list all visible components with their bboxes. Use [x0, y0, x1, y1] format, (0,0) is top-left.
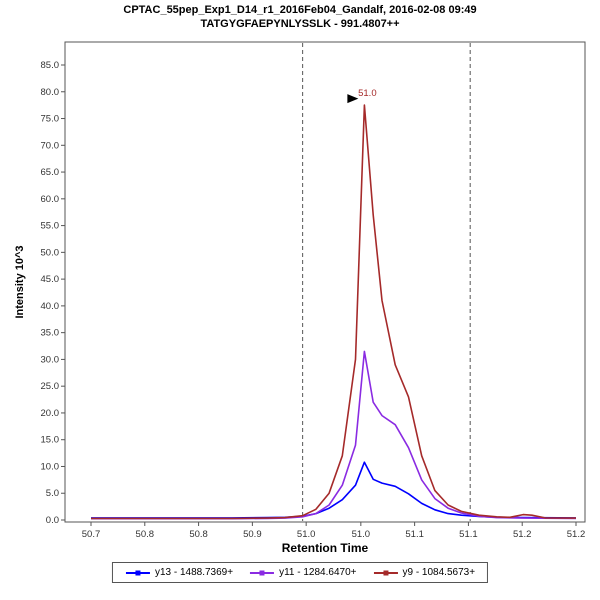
chromatogram-trace-y9[interactable] [91, 104, 577, 520]
y-tick-label: 80.0 [41, 87, 60, 98]
x-tick-label: 50.7 [82, 529, 101, 540]
legend-label-y11: y11 - 1284.6470+ [279, 567, 357, 578]
y-tick-label: 0.0 [46, 515, 59, 526]
y-tick-label: 5.0 [46, 488, 59, 499]
x-tick-label: 51.1 [459, 529, 478, 540]
y-tick-label: 60.0 [41, 194, 60, 205]
legend-line-y13 [125, 570, 150, 575]
y-tick-label: 40.0 [41, 301, 60, 312]
x-tick-label: 51.0 [297, 529, 316, 540]
legend-line-y9 [373, 570, 398, 575]
x-tick-label: 50.8 [189, 529, 208, 540]
x-tick-label: 51.0 [352, 529, 371, 540]
chart-subtitle: TATGYGFAEPYNLYSSLK - 991.4807++ [200, 18, 400, 30]
legend-marker-icon [135, 570, 141, 575]
y-axis-label: Intensity 10^3 [14, 245, 26, 319]
legend: y13 - 1488.7369+ y11 - 1284.6470+ y9 - 108… [111, 562, 489, 583]
legend-item-y11: y11 - 1284.6470+ [249, 567, 356, 578]
legend-label-y13: y13 - 1488.7369+ [154, 567, 234, 578]
y-tick-label: 75.0 [41, 114, 60, 125]
legend-item-y13: y13 - 1488.7369+ [125, 567, 233, 578]
legend-item-y9: y9 - 1084.5673+ [372, 567, 475, 578]
legend-marker-icon [259, 570, 265, 575]
x-tick-label: 51.1 [405, 529, 424, 540]
y-tick-label: 15.0 [41, 435, 60, 446]
y-tick-label: 70.0 [41, 140, 60, 151]
y-tick-label: 10.0 [41, 461, 60, 472]
x-tick-label: 50.8 [136, 529, 155, 540]
y-tick-label: 55.0 [41, 221, 60, 232]
x-tick-label: 51.2 [513, 529, 532, 540]
legend-marker-icon [382, 570, 388, 575]
y-tick-label: 25.0 [41, 381, 60, 392]
x-axis-label: Retention Time [281, 541, 369, 555]
plot-frame [64, 41, 586, 523]
peak-pointer-icon [347, 94, 359, 104]
y-tick-label: 85.0 [41, 60, 60, 71]
y-tick-label: 20.0 [41, 408, 60, 419]
y-tick-label: 35.0 [41, 328, 60, 339]
legend-label-y9: y9 - 1084.5673+ [402, 567, 476, 578]
legend-line-y11 [250, 570, 275, 575]
y-tick-label: 30.0 [41, 354, 60, 365]
x-tick-label: 51.2 [567, 529, 586, 540]
y-tick-label: 65.0 [41, 167, 60, 178]
chart-title: CPTAC_55pep_Exp1_D14_r1_2016Feb04_Gandal… [123, 4, 477, 16]
x-tick-label: 50.9 [243, 529, 262, 540]
y-tick-label: 45.0 [41, 274, 60, 285]
y-tick-label: 50.0 [41, 247, 60, 258]
peak-rt-annotation[interactable]: 51.0 [358, 88, 377, 99]
